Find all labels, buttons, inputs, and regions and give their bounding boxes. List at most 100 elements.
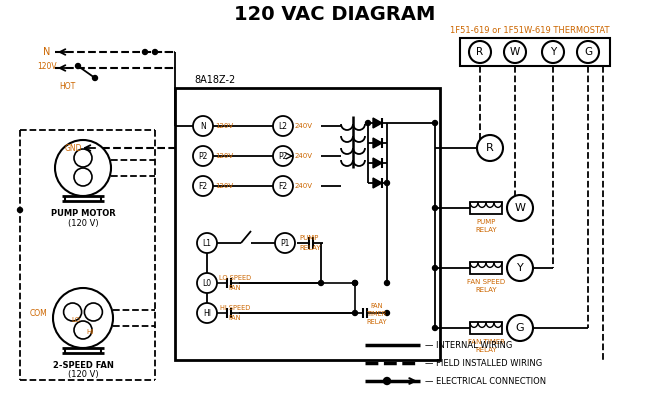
Circle shape <box>366 121 371 126</box>
Text: TIMER: TIMER <box>366 311 387 317</box>
Text: 240V: 240V <box>295 183 313 189</box>
Bar <box>470 262 502 274</box>
Text: FAN: FAN <box>371 303 383 309</box>
Circle shape <box>433 121 438 126</box>
Text: L2: L2 <box>279 122 287 130</box>
Text: 120V: 120V <box>38 62 57 70</box>
Circle shape <box>385 310 389 316</box>
Circle shape <box>273 116 293 136</box>
Text: Y: Y <box>550 47 556 57</box>
Text: HI SPEED: HI SPEED <box>220 305 250 311</box>
Text: W: W <box>515 203 525 213</box>
Text: HI: HI <box>203 308 211 318</box>
Text: LO: LO <box>72 317 80 323</box>
Bar <box>460 38 610 66</box>
Circle shape <box>275 233 295 253</box>
Text: F2: F2 <box>279 181 287 191</box>
Text: L1: L1 <box>202 238 212 248</box>
Text: FAN: FAN <box>228 315 241 321</box>
Circle shape <box>84 303 103 321</box>
Text: N: N <box>200 122 206 130</box>
Circle shape <box>153 49 157 54</box>
Text: PUMP: PUMP <box>299 235 318 241</box>
Text: R: R <box>486 143 494 153</box>
Text: N: N <box>44 47 51 57</box>
Circle shape <box>352 280 358 285</box>
Text: — INTERNAL WIRING: — INTERNAL WIRING <box>425 341 513 349</box>
Circle shape <box>352 280 358 285</box>
Text: (120 V): (120 V) <box>68 370 98 380</box>
Text: P1: P1 <box>280 238 289 248</box>
Circle shape <box>542 41 564 63</box>
Circle shape <box>507 195 533 221</box>
Circle shape <box>318 280 324 285</box>
Text: G: G <box>516 323 525 333</box>
Text: GND: GND <box>64 143 82 153</box>
Circle shape <box>504 41 526 63</box>
Circle shape <box>193 146 213 166</box>
Text: 120V: 120V <box>215 123 233 129</box>
Circle shape <box>469 41 491 63</box>
Text: RELAY: RELAY <box>366 319 387 325</box>
Text: W: W <box>510 47 520 57</box>
Bar <box>470 322 502 334</box>
Circle shape <box>385 280 389 285</box>
Text: HI: HI <box>86 329 94 335</box>
Polygon shape <box>373 118 382 128</box>
Circle shape <box>507 315 533 341</box>
Text: FAN SPEED: FAN SPEED <box>467 279 505 285</box>
Polygon shape <box>373 138 382 148</box>
Circle shape <box>197 233 217 253</box>
Text: 120V: 120V <box>215 153 233 159</box>
Text: — ELECTRICAL CONNECTION: — ELECTRICAL CONNECTION <box>425 377 546 385</box>
Polygon shape <box>373 178 382 188</box>
Circle shape <box>507 255 533 281</box>
Circle shape <box>64 303 82 321</box>
Circle shape <box>92 75 98 80</box>
Text: LO SPEED: LO SPEED <box>219 275 251 281</box>
Text: G: G <box>584 47 592 57</box>
Text: — FIELD INSTALLED WIRING: — FIELD INSTALLED WIRING <box>425 359 542 367</box>
Circle shape <box>17 207 23 212</box>
Text: RELAY: RELAY <box>475 227 497 233</box>
Text: 120 VAC DIAGRAM: 120 VAC DIAGRAM <box>234 5 436 23</box>
Circle shape <box>433 266 438 271</box>
Circle shape <box>273 146 293 166</box>
Text: 8A18Z-2: 8A18Z-2 <box>194 75 236 85</box>
Polygon shape <box>373 158 382 168</box>
Text: R: R <box>476 47 484 57</box>
Circle shape <box>197 273 217 293</box>
Circle shape <box>477 135 503 161</box>
Text: 2-SPEED FAN: 2-SPEED FAN <box>52 360 113 370</box>
Text: PUMP MOTOR: PUMP MOTOR <box>51 209 115 217</box>
Text: RELAY: RELAY <box>299 245 321 251</box>
Circle shape <box>74 321 92 339</box>
Circle shape <box>197 303 217 323</box>
Bar <box>175 88 440 360</box>
Circle shape <box>55 140 111 196</box>
Text: HOT: HOT <box>59 82 75 91</box>
Text: FAN TIMER: FAN TIMER <box>468 339 505 345</box>
Circle shape <box>383 378 391 385</box>
Text: PUMP: PUMP <box>476 219 496 225</box>
Circle shape <box>193 116 213 136</box>
Text: 1F51-619 or 1F51W-619 THERMOSTAT: 1F51-619 or 1F51W-619 THERMOSTAT <box>450 26 610 34</box>
Circle shape <box>53 288 113 348</box>
Text: Y: Y <box>517 263 523 273</box>
Circle shape <box>385 181 389 186</box>
Text: 120V: 120V <box>215 183 233 189</box>
Text: F2: F2 <box>198 181 208 191</box>
Circle shape <box>74 168 92 186</box>
Text: P2: P2 <box>198 152 208 160</box>
Text: RELAY: RELAY <box>475 347 497 353</box>
Text: FAN: FAN <box>228 285 241 291</box>
Text: 240V: 240V <box>295 123 313 129</box>
Text: COM: COM <box>29 308 47 318</box>
Circle shape <box>74 149 92 167</box>
Circle shape <box>76 64 80 68</box>
Text: RELAY: RELAY <box>475 287 497 293</box>
Bar <box>470 202 502 214</box>
Circle shape <box>352 310 358 316</box>
Circle shape <box>273 176 293 196</box>
Text: 240V: 240V <box>295 153 313 159</box>
